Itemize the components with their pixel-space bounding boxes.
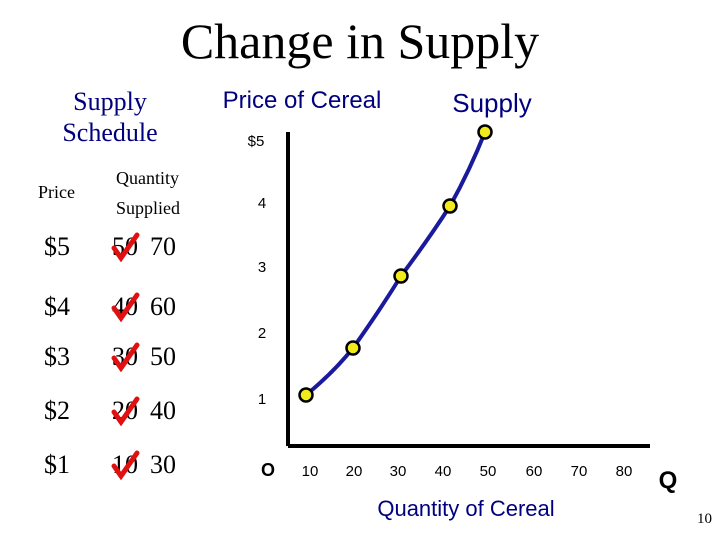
x-axis-end-label: Q bbox=[659, 467, 678, 494]
x-tick-label: 80 bbox=[616, 463, 633, 480]
x-tick-label: 60 bbox=[526, 463, 543, 480]
page-number: 10 bbox=[697, 511, 712, 527]
x-tick-label: 30 bbox=[390, 463, 407, 480]
x-tick-label: 10 bbox=[302, 463, 319, 480]
strikethrough-check-icon bbox=[111, 396, 140, 426]
strikethrough-check-icon bbox=[111, 232, 140, 262]
quantity-column-header-line1: Quantity bbox=[116, 168, 179, 188]
x-tick-label: 40 bbox=[435, 463, 452, 480]
x-tick-label: 70 bbox=[571, 463, 588, 480]
x-tick-label: 20 bbox=[346, 463, 363, 480]
supply-curve-group bbox=[298, 124, 493, 403]
row-new-quantity: 50 bbox=[150, 342, 176, 371]
strikethrough-check-icon bbox=[111, 292, 140, 322]
origin-label: O bbox=[261, 460, 275, 480]
supply-series-label: Supply bbox=[452, 88, 532, 118]
price-column-header: Price bbox=[38, 182, 75, 202]
row-price: $5 bbox=[44, 232, 70, 261]
row-price: $2 bbox=[44, 396, 70, 425]
row-new-quantity: 60 bbox=[150, 292, 176, 321]
row-new-quantity: 30 bbox=[150, 450, 176, 479]
row-price: $4 bbox=[44, 292, 70, 321]
quantity-column-header-line2: Supplied bbox=[116, 198, 181, 218]
strikethrough-check-icon bbox=[111, 450, 140, 480]
y-tick-label: 4 bbox=[258, 195, 266, 212]
chart-labels: Price of Cereal 1 2 3 4 $5 10 20 30 40 50 60 70 80 O Q Q… bbox=[223, 87, 678, 521]
chart-title: Price of Cereal bbox=[223, 87, 382, 114]
y-tick-label: 3 bbox=[258, 259, 266, 276]
supply-point-5 bbox=[477, 124, 493, 140]
supply-point-4 bbox=[442, 198, 458, 214]
strikethrough-check-icon bbox=[111, 342, 140, 372]
y-tick-label: 2 bbox=[258, 325, 266, 342]
schedule-title: Supply Schedule bbox=[62, 87, 158, 147]
supply-curve-line bbox=[304, 131, 487, 397]
axes bbox=[286, 132, 650, 448]
y-tick-label: $5 bbox=[248, 133, 265, 150]
row-new-quantity: 40 bbox=[150, 396, 176, 425]
row-price: $1 bbox=[44, 450, 70, 479]
supply-schedule-table: Price Quantity Supplied $5 50 70 $4 40 60 $3 30… bbox=[30, 168, 208, 488]
supply-point-1 bbox=[298, 387, 314, 403]
row-price: $3 bbox=[44, 342, 70, 371]
row-new-quantity: 70 bbox=[150, 232, 176, 261]
x-tick-label: 50 bbox=[480, 463, 497, 480]
x-axis-title: Quantity of Cereal bbox=[377, 496, 554, 521]
supply-point-3 bbox=[393, 268, 409, 284]
y-tick-label: 1 bbox=[258, 391, 266, 408]
supply-point-2 bbox=[345, 340, 361, 356]
slide-title: Change in Supply bbox=[180, 13, 540, 69]
